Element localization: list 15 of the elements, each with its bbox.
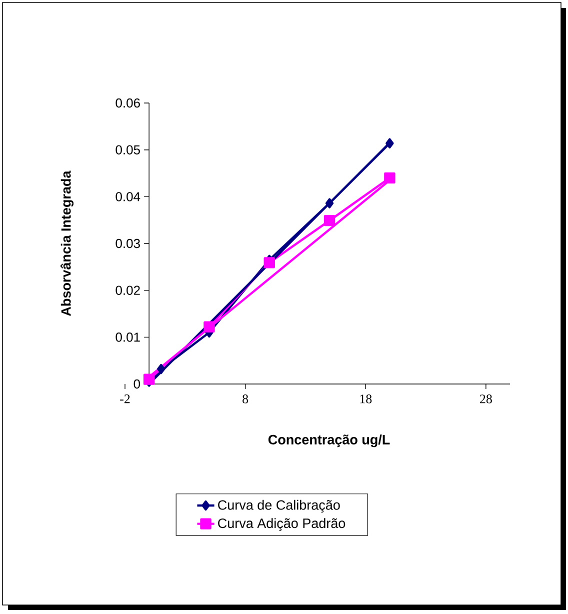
legend-label: Curva de Calibração [218,500,340,513]
y-tick-label: 0.02 [116,286,140,295]
y-tick-label: 0.04 [116,192,140,202]
x-tick-label: 28 [480,394,492,404]
x-tick-label: 8 [242,394,248,404]
y-tick-label: 0.03 [116,238,140,248]
y-tick-label: 0 [134,379,140,389]
y-tick-label: 0.01 [116,332,140,342]
x-axis-title: Concentração ug/L [268,434,390,448]
x-tick-label: -2 [120,394,130,404]
y-axis-title: Absorvância Integrada [60,170,74,316]
legend-label: Curva Adição Padrão [218,518,346,531]
y-tick-label: 0.06 [116,98,140,108]
y-tick-label: 0.05 [116,145,140,154]
x-tick-label: 18 [360,394,372,404]
